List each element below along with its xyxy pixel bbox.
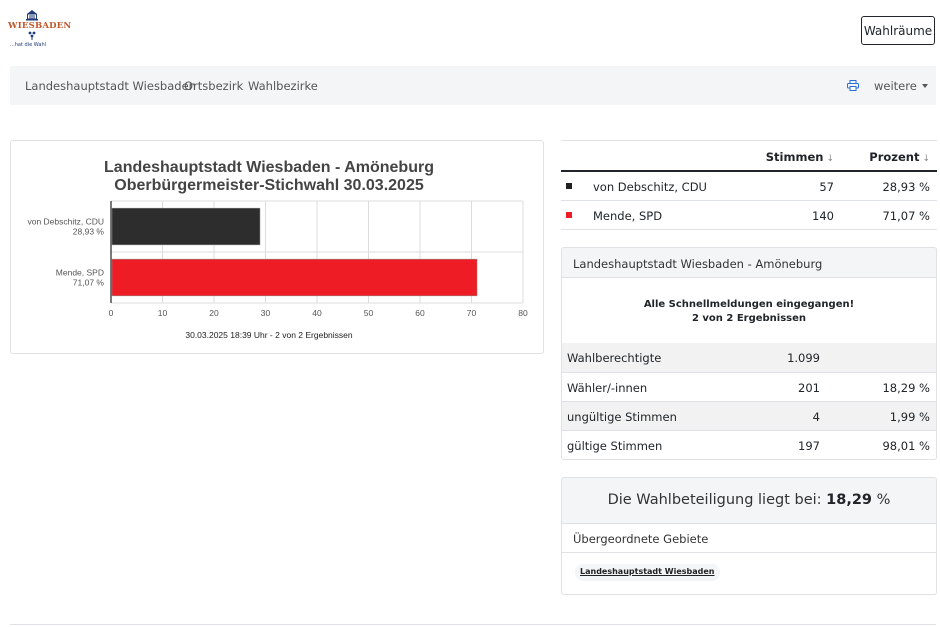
turnout-unit: % <box>876 492 891 508</box>
chart-title: Landeshauptstadt Wiesbaden - Amöneburg <box>104 159 434 176</box>
turnout-box: Die Wahlbeteiligung liegt bei: 18,29 % <box>562 478 936 524</box>
x-tick-label: 50 <box>364 308 374 318</box>
x-tick-label: 10 <box>158 308 168 318</box>
logo-tagline: ...hat die Wahl <box>10 42 47 48</box>
x-tick-label: 0 <box>109 308 114 318</box>
summary-percent: 18,29 % <box>882 381 930 395</box>
results-table: Stimmen ↓ Prozent ↓ von Debschitz, CDU 57 … <box>561 140 937 230</box>
nav-item-ortsbezirk[interactable]: Ortsbezirk <box>184 79 244 93</box>
summary-label: Wähler/-innen <box>567 381 648 395</box>
table-row: Mende, SPD 140 71,07 % <box>561 201 937 230</box>
x-tick-label: 70 <box>467 308 477 318</box>
summary-value: 4 <box>812 410 820 424</box>
logo-wordmark: WIESBADEN <box>8 21 72 31</box>
summary-card: Landeshauptstadt Wiesbaden - Amöneburg A… <box>561 247 937 460</box>
city-hall-icon <box>26 10 38 21</box>
footer-divider <box>10 624 936 625</box>
printer-icon[interactable] <box>847 80 859 91</box>
table-row: von Debschitz, CDU 57 28,93 % <box>561 172 937 201</box>
turnout-card: Die Wahlbeteiligung liegt bei: 18,29 % Ü… <box>561 477 937 595</box>
turnout-value: 18,29 <box>826 492 873 508</box>
candidate-percent: 28,93 % <box>882 180 930 194</box>
chart-subtitle: Oberbürgermeister-Stichwahl 30.03.2025 <box>114 177 424 194</box>
x-tick-label: 30 <box>261 308 271 318</box>
summary-title: Landeshauptstadt Wiesbaden - Amöneburg <box>562 248 936 278</box>
party-color-swatch <box>566 183 572 189</box>
results-header: Stimmen ↓ Prozent ↓ <box>561 141 937 172</box>
summary-row: gültige Stimmen 197 98,01 % <box>562 430 936 459</box>
chart-category-label: Mende, SPD <box>56 268 104 278</box>
nav-item-landeshauptstadt[interactable]: Landeshauptstadt Wiesbaden <box>25 79 196 93</box>
summary-label: ungültige Stimmen <box>567 410 677 424</box>
wiesbaden-logo[interactable]: WIESBADEN ...hat die Wahl <box>8 10 71 50</box>
nav-item-wahlbezirke[interactable]: Wahlbezirke <box>248 79 318 93</box>
candidate-name: Mende, SPD <box>593 209 663 223</box>
chart-bar <box>111 207 261 246</box>
col-votes-header[interactable]: Stimmen ↓ <box>765 150 834 164</box>
caret-down-icon <box>921 84 928 88</box>
candidate-votes: 57 <box>819 180 834 194</box>
x-tick-label: 20 <box>209 308 219 318</box>
x-tick-label: 60 <box>415 308 425 318</box>
x-tick-label: 80 <box>518 308 528 318</box>
summary-label: Wahlberechtigte <box>567 351 662 365</box>
weitere-dropdown[interactable]: weitere <box>874 79 928 93</box>
chart-category-value: 28,93 % <box>73 227 105 237</box>
turnout-text: Die Wahlbeteiligung liegt bei: <box>607 492 822 508</box>
parent-areas-title: Übergeordnete Gebiete <box>562 524 936 553</box>
candidate-votes: 140 <box>812 209 834 223</box>
parent-area-link[interactable]: Landeshauptstadt Wiesbaden <box>575 564 720 581</box>
summary-row: Wahlberechtigte 1.099 <box>562 343 936 372</box>
lily-icon <box>28 31 36 40</box>
result-chart-card: Landeshauptstadt Wiesbaden - Amöneburg O… <box>10 140 544 354</box>
chart-category-label: von Debschitz, CDU <box>27 217 104 227</box>
summary-row: Wähler/-innen 201 18,29 % <box>562 372 936 401</box>
summary-value: 201 <box>798 381 820 395</box>
sort-arrow-icon: ↓ <box>826 154 834 164</box>
col-percent-header[interactable]: Prozent ↓ <box>869 150 930 164</box>
summary-percent: 1,99 % <box>889 410 930 424</box>
party-color-swatch <box>566 212 572 218</box>
candidate-name: von Debschitz, CDU <box>593 180 707 194</box>
chart-category-value: 71,07 % <box>73 278 105 288</box>
summary-row: ungültige Stimmen 4 1,99 % <box>562 401 936 430</box>
chart-bar <box>111 258 478 297</box>
summary-value: 197 <box>798 439 820 453</box>
result-bar-chart: Landeshauptstadt Wiesbaden - Amöneburg O… <box>27 159 528 340</box>
x-tick-label: 40 <box>312 308 322 318</box>
candidate-percent: 71,07 % <box>882 209 930 223</box>
summary-label: gültige Stimmen <box>567 439 663 453</box>
summary-value: 1.099 <box>787 351 820 365</box>
wahlraeume-button[interactable]: Wahlräume <box>861 16 935 45</box>
status-count: 2 von 2 Ergebnissen <box>691 313 807 324</box>
summary-percent: 98,01 % <box>882 439 930 453</box>
sort-arrow-icon: ↓ <box>922 154 930 164</box>
breadcrumb-navbar: Landeshauptstadt Wiesbaden Ortsbezirk Wa… <box>10 66 936 105</box>
status-message: Alle Schnellmeldungen eingegangen! <box>643 299 855 310</box>
chart-footer: 30.03.2025 18:39 Uhr - 2 von 2 Ergebniss… <box>185 330 353 340</box>
